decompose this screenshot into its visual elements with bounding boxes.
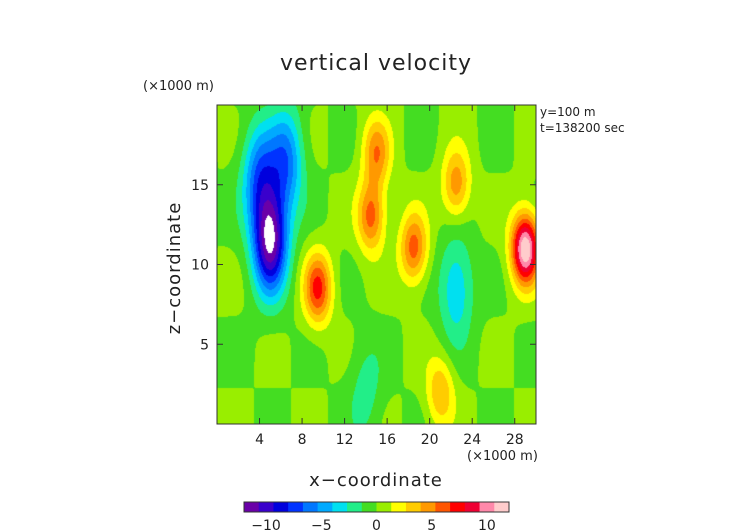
colorbar-swatch bbox=[494, 502, 510, 512]
colorbar-swatch bbox=[302, 502, 319, 512]
x-axis: 4 8 12 16 20 24 28 bbox=[255, 105, 524, 448]
y-tick-label: 5 bbox=[200, 337, 209, 353]
chart-title: vertical velocity bbox=[280, 51, 472, 76]
y-tick-label: 10 bbox=[191, 258, 209, 274]
colorbar-swatch bbox=[450, 502, 466, 512]
colorbar-frame bbox=[243, 501, 510, 513]
colorbar-swatch bbox=[317, 502, 333, 512]
y-axis: 5 10 15 bbox=[191, 178, 536, 353]
x-tick-label: 20 bbox=[421, 432, 439, 448]
colorbar: −10 −5 0 5 10 bbox=[243, 501, 510, 532]
colorbar-swatch bbox=[405, 502, 422, 512]
colorbar-swatch bbox=[435, 502, 451, 512]
colorbar-swatch bbox=[420, 502, 436, 512]
heatmap-canvas bbox=[217, 105, 536, 424]
x-tick-label: 8 bbox=[298, 432, 307, 448]
colorbar-swatch bbox=[391, 502, 407, 512]
colorbar-swatch bbox=[464, 502, 480, 512]
x-tick-label: 12 bbox=[336, 432, 354, 448]
colorbar-tick-label: −10 bbox=[251, 518, 281, 532]
colorbar-swatch bbox=[361, 502, 377, 512]
colorbar-swatch bbox=[273, 502, 289, 512]
y-tick-label: 15 bbox=[191, 178, 209, 194]
annotation-y-position: y=100 m bbox=[540, 105, 596, 119]
x-tick-label: 4 bbox=[255, 432, 264, 448]
colorbar-tick-label: 0 bbox=[372, 518, 381, 532]
colorbar-tick-label: 10 bbox=[478, 518, 496, 532]
colorbar-swatch bbox=[244, 502, 260, 512]
colorbar-swatch bbox=[479, 502, 495, 512]
colorbar-tick-label: 5 bbox=[427, 518, 436, 532]
colorbar-swatch bbox=[258, 502, 274, 512]
plot-area bbox=[216, 104, 537, 425]
x-tick-label: 24 bbox=[463, 432, 481, 448]
colorbar-tick-label: −5 bbox=[311, 518, 332, 532]
colorbar-swatch bbox=[288, 502, 304, 512]
x-tick-label: 16 bbox=[378, 432, 396, 448]
colorbar-swatch bbox=[376, 502, 392, 512]
x-tick-label: 28 bbox=[506, 432, 524, 448]
y-axis-label: z−coordinate bbox=[164, 202, 185, 335]
x-axis-label: x−coordinate bbox=[309, 470, 443, 491]
colorbar-swatch bbox=[332, 502, 348, 512]
colorbar-swatch bbox=[347, 502, 363, 512]
x-unit-label: (×1000 m) bbox=[467, 449, 538, 464]
annotation-time: t=138200 sec bbox=[540, 121, 625, 135]
y-unit-label: (×1000 m) bbox=[143, 79, 214, 94]
